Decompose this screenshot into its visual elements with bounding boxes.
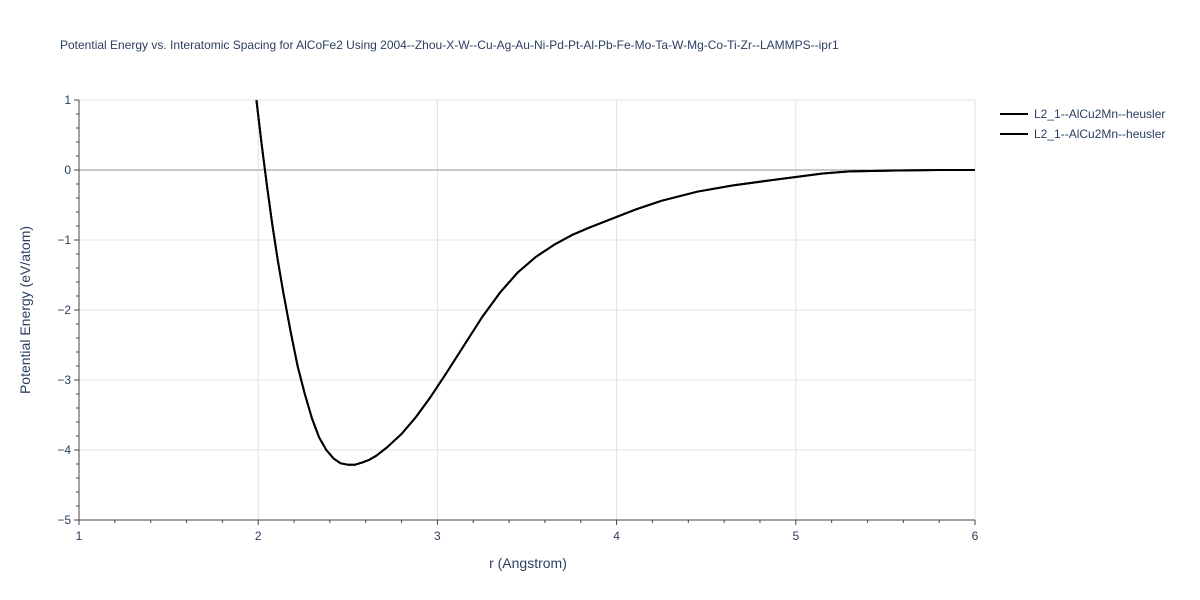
x-tick-label: 5 xyxy=(792,529,799,543)
x-tick-label: 1 xyxy=(76,529,83,543)
chart-title: Potential Energy vs. Interatomic Spacing… xyxy=(60,38,839,52)
grid-layer xyxy=(79,99,976,520)
x-tick-label: 6 xyxy=(972,529,979,543)
legend-item[interactable]: L2_1--AlCu2Mn--heusler xyxy=(1000,127,1165,141)
legend-item[interactable]: L2_1--AlCu2Mn--heusler xyxy=(1000,107,1165,121)
series-layer xyxy=(255,99,975,466)
legend-label: L2_1--AlCu2Mn--heusler xyxy=(1034,127,1165,141)
y-tick-label: −4 xyxy=(57,443,71,457)
series-line-1 xyxy=(255,99,975,466)
y-tick-label: 0 xyxy=(64,163,71,177)
x-tick-label: 4 xyxy=(613,529,620,543)
legend[interactable]: L2_1--AlCu2Mn--heusler L2_1--AlCu2Mn--heu… xyxy=(1000,107,1165,141)
axes-layer: 1 2 3 4 5 6 −5 −4 −3 −2 −1 0 1 xyxy=(57,93,978,543)
x-tick-label: 2 xyxy=(255,529,262,543)
y-tick-label: −1 xyxy=(57,233,71,247)
y-axis-title: Potential Energy (eV/atom) xyxy=(17,226,33,394)
x-tick-label: 3 xyxy=(434,529,441,543)
series-line-2 xyxy=(255,99,975,466)
y-tick-label: −2 xyxy=(57,303,71,317)
y-tick-label: −5 xyxy=(57,513,71,527)
y-tick-label: −3 xyxy=(57,373,71,387)
y-tick-label: 1 xyxy=(64,93,71,107)
legend-label: L2_1--AlCu2Mn--heusler xyxy=(1034,107,1165,121)
x-axis-title: r (Angstrom) xyxy=(489,555,567,571)
